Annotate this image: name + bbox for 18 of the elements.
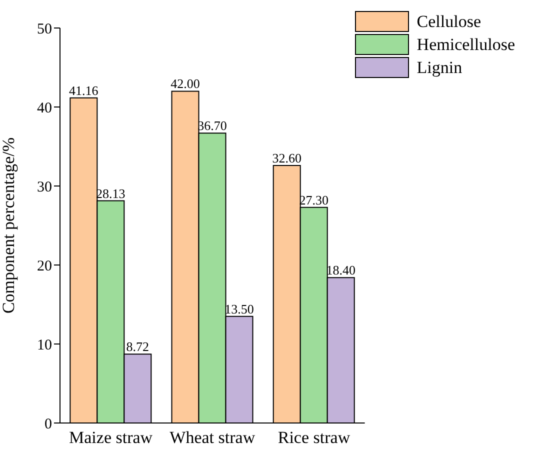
- x-tick-label: Wheat straw: [170, 428, 256, 448]
- y-tick-label: 10: [37, 337, 52, 354]
- y-tick-label: 40: [37, 100, 52, 116]
- legend-label: Hemicellulose: [416, 34, 515, 54]
- y-tick-label: 0: [44, 416, 52, 432]
- y-tick-label: 30: [37, 179, 52, 196]
- legend-label: Cellulose: [416, 12, 482, 32]
- y-axis-title: Component percentage/%: [0, 137, 18, 314]
- data-label: 13.50: [224, 301, 254, 316]
- x-tick-label: Rice straw: [278, 428, 351, 448]
- data-label: 8.72: [126, 339, 150, 354]
- data-label: 32.60: [272, 150, 302, 166]
- x-tick-label: Maize straw: [69, 428, 154, 448]
- data-label: 42.00: [170, 76, 200, 92]
- data-label: 41.16: [69, 82, 99, 98]
- legend-label: Lignin: [416, 58, 462, 78]
- y-tick-label: 50: [37, 21, 52, 38]
- y-tick-label: 20: [37, 258, 52, 274]
